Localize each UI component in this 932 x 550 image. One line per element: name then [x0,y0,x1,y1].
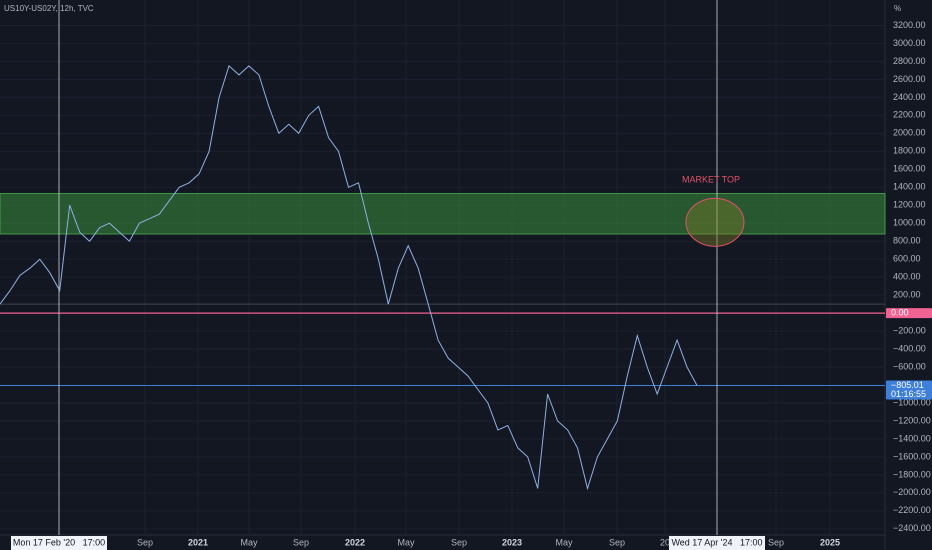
crosshair-date-label: Mon 17 Feb '20 17:00 [13,537,105,547]
x-tick-label: 2021 [188,537,208,547]
y-tick-label: −1600.00 [893,451,931,461]
y-tick-label: −1400.00 [893,433,931,443]
x-tick-label: May [555,537,573,547]
y-tick-label: −1800.00 [893,469,931,479]
x-tick-label: Sep [451,537,467,547]
y-tick-label: 2600.00 [893,74,926,84]
price-badge-label: −805.01 [891,380,924,390]
annotation-label: MARKET TOP [682,175,740,185]
y-tick-label: −600.00 [893,361,926,371]
chart-title: US10Y-US02Y, 12h, TVC [4,4,94,13]
y-tick-label: 3200.00 [893,20,926,30]
y-tick-label: 2200.00 [893,110,926,120]
y-tick-label: 200.00 [893,289,921,299]
y-tick-label: −400.00 [893,343,926,353]
y-tick-label: 600.00 [893,254,921,264]
x-tick-label: 2025 [820,537,840,547]
y-tick-label: 3000.00 [893,38,926,48]
x-tick-label: 2022 [345,537,365,547]
crosshair-date-badge [669,536,765,550]
y-tick-label: −1000.00 [893,397,931,407]
price-badge [886,308,932,319]
y-tick-label: 1000.00 [893,218,926,228]
crosshair-date-label: Wed 17 Apr '24 17:00 [671,537,762,547]
axis-unit: % [894,4,901,13]
x-tick-label: 20 [660,537,670,547]
x-tick-label: May [397,537,415,547]
y-tick-label: 1600.00 [893,164,926,174]
y-tick-label: 800.00 [893,236,921,246]
price-badge-sublabel: 01:16:55 [891,389,926,399]
y-tick-label: 2000.00 [893,128,926,138]
y-tick-label: −200.00 [893,325,926,335]
x-tick-label: Sep [137,537,153,547]
y-tick-label: 1800.00 [893,146,926,156]
x-tick-label: Sep [293,537,309,547]
x-tick-label: 2023 [502,537,522,547]
y-tick-label: 2400.00 [893,92,926,102]
x-tick-label: Sep [768,537,784,547]
y-tick-label: −2000.00 [893,487,931,497]
price-badge-label: 0.00 [891,307,909,317]
zone [0,193,886,235]
y-tick-label: −2200.00 [893,505,931,515]
y-tick-label: −2400.00 [893,523,931,533]
crosshair-date-badge [11,536,107,550]
y-tick-label: −1200.00 [893,415,931,425]
y-tick-label: 1200.00 [893,200,926,210]
annotation-ellipse [685,197,745,247]
price-line [0,65,698,491]
y-tick-label: 400.00 [893,272,921,282]
y-tick-label: 2800.00 [893,56,926,66]
x-tick-label: May [240,537,258,547]
price-badge [886,380,932,400]
y-tick-label: 1400.00 [893,182,926,192]
x-tick-label: Sep [609,537,625,547]
